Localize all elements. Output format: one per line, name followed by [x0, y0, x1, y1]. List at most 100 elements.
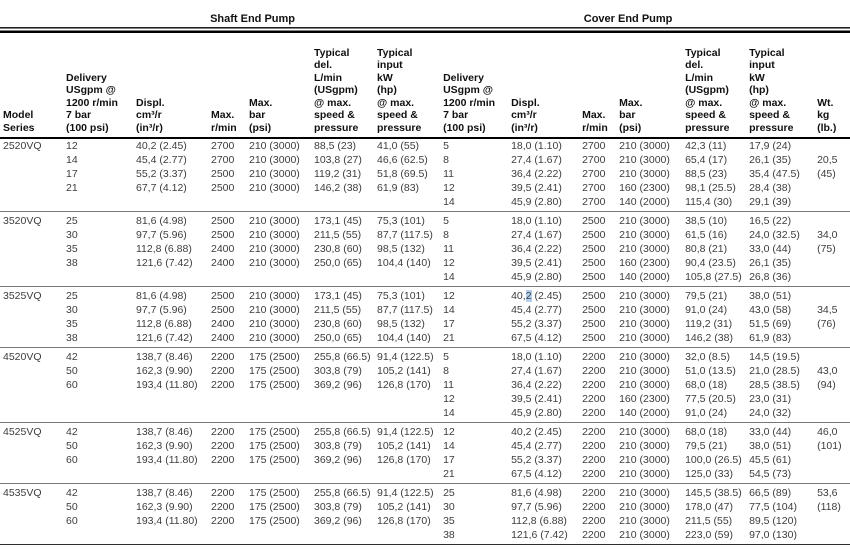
cell-shaft-delivery: 25 — [63, 211, 133, 228]
cell-wt — [814, 347, 850, 364]
cell-cover-max-bar: 160 (2300) — [619, 182, 670, 194]
col-header-shaft-delivery: Delivery USgpm @ 1200 r/min 7 bar (100 p… — [63, 33, 133, 139]
cell-cover-displ: 36,4 (2.22) — [511, 243, 562, 255]
cell-wt — [814, 181, 850, 195]
table-row: 50 162,3 (9.90) 2200 175 (2500) 303,8 (79) 10… — [0, 439, 850, 453]
cell-shaft-max-rpm — [208, 270, 246, 287]
pump-spec-table: Shaft End Pump Cover End Pump Model Seri… — [0, 8, 850, 545]
cell-cover-typical-del: 80,8 (21) — [685, 243, 728, 255]
cell-wt — [814, 453, 850, 467]
cell-cover-max-bar: 210 (3000) — [619, 304, 670, 316]
cell-shaft-delivery — [63, 467, 133, 484]
cell-model — [0, 256, 63, 270]
cell-cover-typical-input: 23,0 (31) — [749, 393, 792, 405]
cell-shaft-delivery: 60 — [66, 379, 78, 391]
cell-cover-max-bar: 140 (2000) — [619, 407, 670, 419]
cell-shaft-max-rpm: 2200 — [211, 515, 235, 527]
cell-cover-max-rpm: 2500 — [582, 229, 606, 241]
cell-shaft-max-rpm: 2500 — [208, 286, 246, 303]
cell-model — [0, 317, 63, 331]
cell-cover-displ: 39,5 (2.41) — [511, 257, 562, 269]
cell-cover-max-bar: 210 (3000) — [616, 347, 683, 364]
cell-cover-typical-input: 26,8 (36) — [749, 271, 792, 283]
cell-model — [0, 514, 63, 528]
cell-cover-max-bar: 210 (3000) — [619, 365, 670, 377]
cell-cover-delivery: 35 — [443, 515, 455, 527]
cell-wt — [814, 406, 850, 423]
cell-wt — [814, 211, 850, 228]
cell-model — [0, 228, 63, 242]
cell-cover-max-rpm: 2500 — [579, 286, 617, 303]
cell-wt: 34,5 — [817, 304, 838, 316]
cell-shaft-max-rpm: 2500 — [211, 182, 235, 194]
cell-shaft-max-rpm: 2200 — [211, 365, 235, 377]
cell-shaft-max-bar: 210 (3000) — [249, 304, 300, 316]
cell-shaft-max-rpm: 2400 — [211, 243, 235, 255]
cell-shaft-typical-del: 230,8 (60) — [314, 318, 362, 330]
cell-shaft-max-rpm: 2500 — [211, 229, 235, 241]
cell-shaft-typical-input — [374, 195, 440, 212]
cell-cover-delivery: 14 — [443, 407, 455, 419]
cell-cover-delivery: 25 — [440, 483, 509, 500]
cell-cover-displ: 40,2 (2.45) — [508, 422, 580, 439]
cell-cover-delivery: 5 — [440, 211, 509, 228]
cell-cover-typical-del: 68,0 (18) — [685, 379, 728, 391]
cell-cover-displ: 67,5 (4.12) — [511, 468, 562, 480]
cell-model — [0, 467, 63, 484]
cell-shaft-max-bar: 210 (3000) — [249, 140, 300, 152]
cell-shaft-max-bar — [246, 270, 311, 287]
cell-shaft-displ: 97,7 (5.96) — [136, 304, 187, 316]
cell-shaft-typical-del: 173,1 (45) — [311, 286, 374, 303]
cell-cover-displ: 18,0 (1.10) — [508, 211, 580, 228]
cell-shaft-typical-del: 369,2 (96) — [314, 379, 362, 391]
cell-shaft-delivery: 14 — [66, 154, 78, 166]
cell-cover-displ: 40,2 (2.45) — [508, 286, 580, 303]
cell-shaft-delivery: 25 — [63, 286, 133, 303]
cell-cover-delivery: 17 — [443, 318, 455, 330]
cell-cover-typical-del: 38,5 (10) — [682, 211, 747, 228]
cell-cover-max-bar: 210 (3000) — [619, 243, 670, 255]
cell-shaft-displ: 81,6 (4.98) — [133, 211, 208, 228]
cell-cover-displ: 45,4 (2.77) — [511, 304, 562, 316]
cell-shaft-displ: 138,7 (8.46) — [133, 422, 208, 439]
cell-cover-max-bar: 210 (3000) — [616, 286, 683, 303]
cell-cover-typical-del: 145,5 (38.5) — [682, 483, 747, 500]
cell-shaft-typical-input: 41,0 (55) — [377, 140, 420, 152]
cell-shaft-max-rpm: 2200 — [208, 483, 246, 500]
cell-shaft-displ: 45,4 (2.77) — [136, 154, 187, 166]
cell-cover-displ: 45,4 (2.77) — [511, 440, 562, 452]
cell-cover-max-rpm: 2200 — [579, 422, 617, 439]
cell-cover-max-rpm: 2700 — [582, 182, 606, 194]
cell-shaft-typical-input: 75,3 (101) — [374, 286, 441, 303]
cell-cover-typical-input: 51,5 (69) — [749, 318, 792, 330]
cell-shaft-max-rpm: 2700 — [211, 154, 235, 166]
cell-cover-max-bar: 140 (2000) — [619, 196, 670, 208]
cell-shaft-max-rpm: 2500 — [208, 211, 246, 228]
cell-shaft-displ: 81,6 (4.98) — [133, 286, 208, 303]
table-row: 3525VQ 25 81,6 (4.98) 2500 210 (3000) 173,1 (… — [0, 286, 850, 303]
cell-cover-delivery: 5 — [440, 347, 509, 364]
cell-shaft-typical-del: 146,2 (38) — [314, 182, 362, 194]
cell-cover-typical-input: 14,5 (19.5) — [746, 347, 815, 364]
table-body: 2520VQ 12 40,2 (2.45) 2700 210 (3000) 88,5 (2… — [0, 138, 850, 545]
cell-cover-max-rpm: 2200 — [582, 379, 606, 391]
cell-cover-typical-del: 32,0 (8.5) — [682, 347, 747, 364]
cell-shaft-max-bar: 210 (3000) — [249, 229, 300, 241]
cell-cover-displ: 39,5 (2.41) — [511, 182, 562, 194]
cell-cover-typical-input: 89,5 (120) — [749, 515, 797, 527]
cell-shaft-max-rpm — [208, 528, 246, 545]
cell-cover-max-rpm: 2200 — [582, 407, 606, 419]
table-row: 14 45,9 (2.80) 2700 140 (2000) 115,4 (30) 29,… — [0, 195, 850, 212]
cell-shaft-typical-del: 211,5 (55) — [314, 304, 362, 316]
cell-cover-max-rpm: 2200 — [579, 483, 617, 500]
selection-highlight: 2 — [525, 290, 532, 302]
cell-shaft-delivery — [63, 406, 133, 423]
table-row: 60 193,4 (11.80) 2200 175 (2500) 369,2 (96) 1… — [0, 378, 850, 392]
cell-shaft-max-bar: 210 (3000) — [249, 318, 300, 330]
cell-cover-displ: 55,2 (3.37) — [511, 318, 562, 330]
cell-shaft-delivery — [63, 270, 133, 287]
cell-cover-typical-input: 54,5 (73) — [749, 468, 792, 480]
cell-wt — [814, 195, 850, 212]
cell-cover-typical-del: 51,0 (13.5) — [685, 365, 736, 377]
cell-cover-max-rpm: 2500 — [579, 211, 617, 228]
